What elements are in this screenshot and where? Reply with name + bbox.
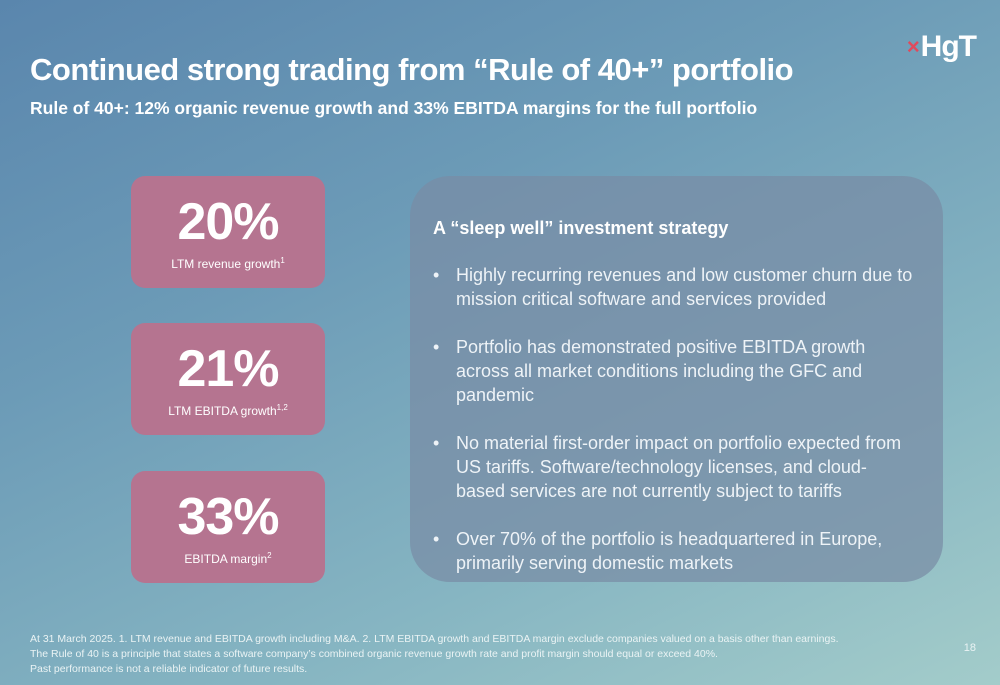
page-subtitle: Rule of 40+: 12% organic revenue growth … [30,98,758,118]
stat-label: LTM revenue growth1 [171,256,285,271]
logo-text: HgT [920,30,977,63]
footnote-ref: 1 [280,256,285,265]
strategy-bullet-list: Highly recurring revenues and low custom… [433,263,915,575]
stat-label: EBITDA margin2 [184,551,272,566]
list-item: No material first-order impact on portfo… [433,431,915,503]
stat-value: 20% [177,193,279,251]
strategy-panel: A “sleep well” investment strategy Highl… [410,176,943,582]
footnote-ref: 1,2 [276,403,288,412]
stat-card-ebitda-growth: 21% LTM EBITDA growth1,2 [131,323,325,435]
stat-value: 21% [177,340,279,398]
footnote-line: The Rule of 40 is a principle that state… [30,648,718,660]
list-item: Portfolio has demonstrated positive EBIT… [433,335,915,407]
page-title: Continued strong trading from “Rule of 4… [30,52,794,87]
stat-card-ebitda-margin: 33% EBITDA margin2 [131,471,325,583]
list-item: Over 70% of the portfolio is headquarter… [433,527,915,575]
stat-card-revenue-growth: 20% LTM revenue growth1 [131,176,325,288]
hgt-logo: × HgT [906,30,977,64]
list-item: Highly recurring revenues and low custom… [433,263,915,311]
footnotes: At 31 March 2025. 1. LTM revenue and EBI… [30,632,839,677]
stat-value: 33% [177,488,279,546]
footnote-line: At 31 March 2025. 1. LTM revenue and EBI… [30,633,839,645]
footnote-ref: 2 [267,551,272,560]
logo-mark-icon: × [906,34,920,59]
footnote-line: Past performance is not a reliable indic… [30,663,308,675]
stat-label: LTM EBITDA growth1,2 [168,403,288,418]
page-number: 18 [963,642,976,654]
panel-heading: A “sleep well” investment strategy [433,218,729,238]
